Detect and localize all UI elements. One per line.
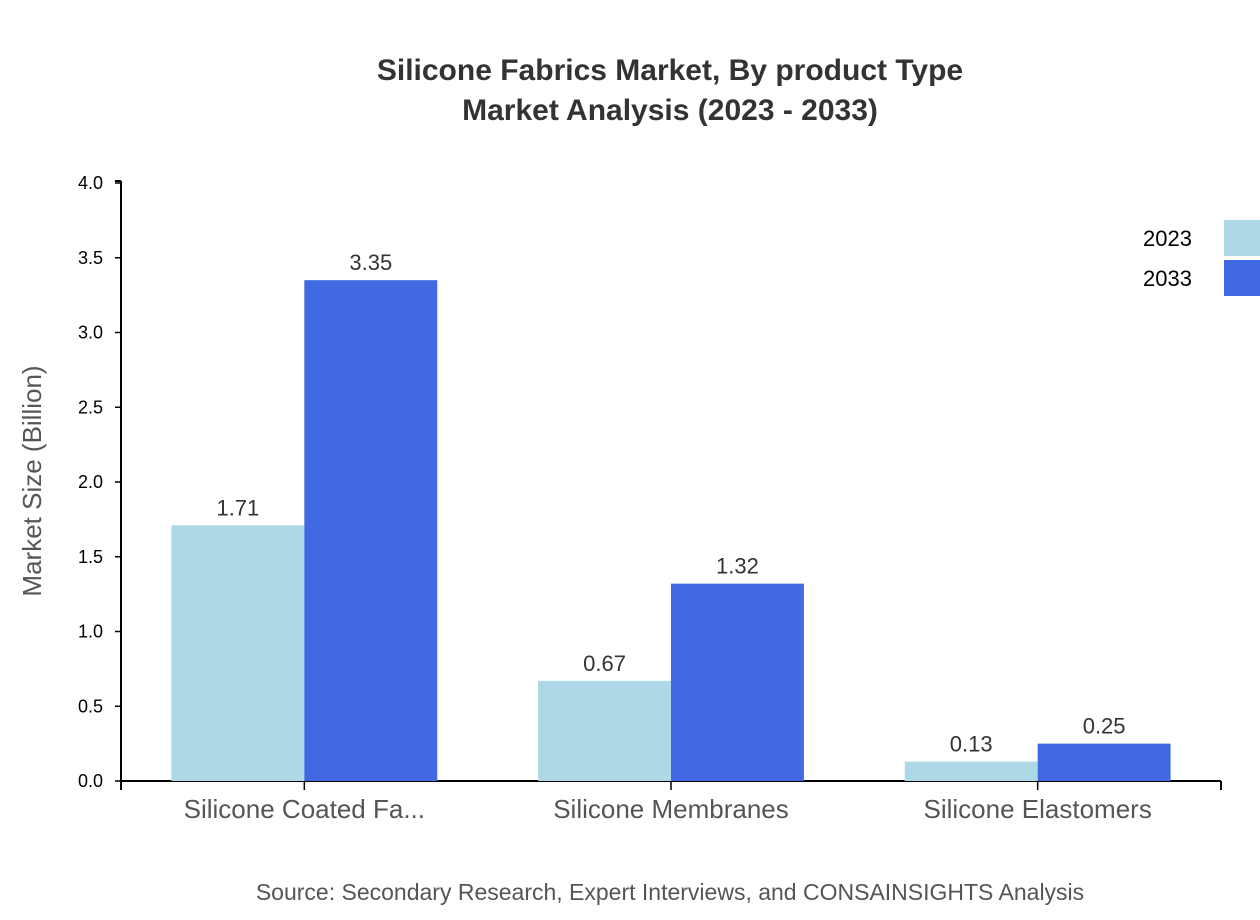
value-label: 1.32 (716, 554, 759, 579)
y-axis: 0.0 0.5 1.0 1.5 2.0 2.5 3.0 3.5 4.0 (78, 173, 122, 791)
value-label: 3.35 (349, 250, 392, 275)
y-tick-label: 0.0 (78, 771, 103, 791)
y-axis-title: Market Size (Billion) (17, 365, 47, 596)
bar-2033-2 (671, 583, 804, 781)
x-tick-label: Silicone Coated Fa... (184, 794, 425, 824)
y-tick-label: 2.5 (78, 397, 103, 417)
legend-swatch-2023 (1224, 220, 1260, 256)
chart-title: Silicone Fabrics Market, By product Type (377, 54, 963, 87)
legend: 2023 2033 (1143, 220, 1260, 296)
value-label: 0.13 (950, 732, 993, 757)
legend-label-2023: 2023 (1143, 226, 1192, 251)
bar-2023-3 (904, 761, 1038, 781)
y-tick-label: 1.0 (78, 622, 103, 642)
y-tick-label: 1.5 (78, 547, 103, 567)
x-axis: Silicone Coated Fa... Silicone Membranes S… (120, 780, 1222, 824)
bar-2023-2 (538, 680, 671, 781)
bars: 1.71 3.35 0.67 1.32 0.13 0.25 (171, 250, 1171, 781)
chart-subtitle: Market Analysis (2023 - 2033) (462, 94, 878, 127)
y-tick-label: 3.0 (78, 323, 103, 343)
value-label: 0.25 (1083, 714, 1126, 739)
legend-swatch-2033 (1224, 260, 1260, 296)
y-tick-label: 3.5 (78, 248, 103, 268)
y-tick-label: 0.5 (78, 696, 103, 716)
x-tick-label: Silicone Elastomers (924, 794, 1152, 824)
bar-2033-3 (1037, 743, 1171, 781)
bar-2023-1 (171, 525, 305, 781)
value-label: 1.71 (216, 495, 259, 520)
value-label: 0.67 (583, 651, 626, 676)
source-note: Source: Secondary Research, Expert Inter… (256, 879, 1084, 905)
legend-label-2033: 2033 (1143, 266, 1192, 291)
y-tick-label: 2.0 (78, 472, 103, 492)
y-tick-label: 4.0 (78, 173, 103, 193)
x-tick-label: Silicone Membranes (553, 794, 789, 824)
bar-2033-1 (304, 280, 438, 781)
